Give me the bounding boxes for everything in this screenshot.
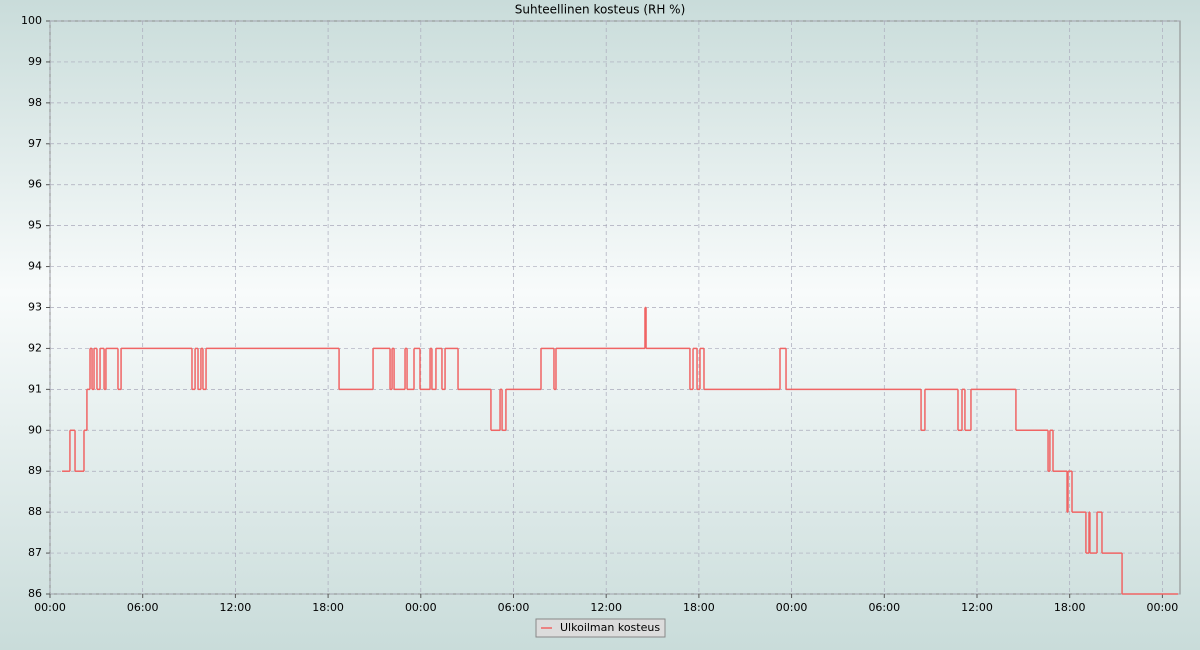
legend-box xyxy=(535,618,666,638)
y-tick-label: 100 xyxy=(21,14,42,27)
x-tick-label: 12:00 xyxy=(590,601,622,614)
series-line xyxy=(62,306,1178,595)
y-tick-label: 95 xyxy=(28,219,42,232)
chart-title: Suhteellinen kosteus (RH %) xyxy=(515,3,686,17)
y-tick-label: 88 xyxy=(28,505,42,518)
x-tick-label: 06:00 xyxy=(498,601,530,614)
x-tick-label: 18:00 xyxy=(683,601,715,614)
legend-label: Ulkoilman kosteus xyxy=(560,621,660,634)
x-tick-label: 06:00 xyxy=(868,601,900,614)
y-tick-label: 99 xyxy=(28,55,42,68)
x-tick-label: 18:00 xyxy=(312,601,344,614)
y-tick-label: 93 xyxy=(28,301,42,314)
x-tick-label: 00:00 xyxy=(1147,601,1179,614)
x-tick-label: 06:00 xyxy=(127,601,159,614)
y-tick-label: 94 xyxy=(28,260,42,273)
y-tick-label: 89 xyxy=(28,464,42,477)
x-tick-label: 00:00 xyxy=(34,601,66,614)
y-tick-label: 92 xyxy=(28,341,42,354)
x-tick-label: 18:00 xyxy=(1054,601,1086,614)
x-tick-label: 12:00 xyxy=(220,601,252,614)
y-tick-label: 96 xyxy=(28,178,42,191)
y-tick-label: 97 xyxy=(28,137,42,150)
y-tick-label: 87 xyxy=(28,546,42,559)
y-tick-label: 90 xyxy=(28,423,42,436)
x-tick-label: 12:00 xyxy=(961,601,993,614)
y-tick-label: 98 xyxy=(28,96,42,109)
x-tick-label: 00:00 xyxy=(776,601,808,614)
y-tick-label: 91 xyxy=(28,382,42,395)
x-tick-label: 00:00 xyxy=(405,601,437,614)
y-tick-label: 86 xyxy=(28,587,42,600)
